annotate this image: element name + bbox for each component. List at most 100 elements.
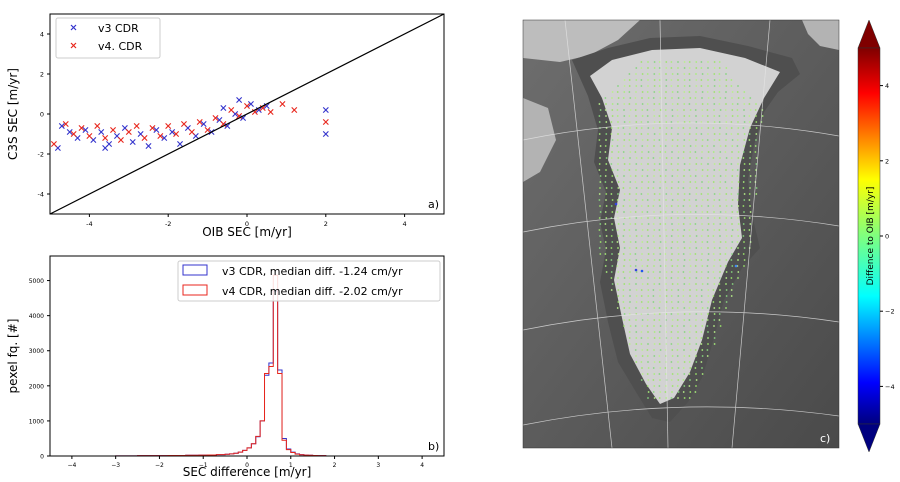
map-point-494 bbox=[629, 181, 632, 183]
histogram-xtick-label-0: −4 bbox=[67, 462, 76, 469]
map-point-693 bbox=[712, 223, 715, 225]
map-point-440 bbox=[628, 169, 631, 171]
map-point-548 bbox=[628, 193, 631, 195]
map-point-367 bbox=[677, 151, 680, 153]
map-point-866 bbox=[683, 265, 685, 267]
map-point-226 bbox=[647, 121, 649, 123]
map-point-560 bbox=[700, 193, 703, 195]
map-point-888 bbox=[670, 271, 673, 273]
map-point-533 bbox=[700, 187, 703, 189]
map-point-956 bbox=[689, 289, 691, 291]
map-point-1061 bbox=[653, 325, 655, 327]
map-point-615 bbox=[712, 205, 715, 207]
map-point-171 bbox=[653, 109, 655, 111]
map-point-73 bbox=[658, 85, 661, 87]
map-point-636 bbox=[683, 211, 685, 213]
scatter-point-1-19 bbox=[212, 115, 219, 121]
map-point-579 bbox=[653, 199, 656, 201]
map-point-931 bbox=[665, 283, 667, 285]
map-point-6 bbox=[677, 61, 679, 63]
scatter-point-1-23 bbox=[244, 103, 250, 109]
map-point-214 bbox=[743, 115, 746, 117]
map-point-3 bbox=[658, 61, 661, 63]
map-point-69 bbox=[635, 85, 638, 87]
map-point-289 bbox=[695, 133, 698, 135]
map-point-587 bbox=[701, 199, 704, 201]
map-point-589 bbox=[713, 199, 716, 201]
map-point-949 bbox=[647, 289, 650, 291]
map-point-836 bbox=[647, 259, 649, 261]
map-point-1093 bbox=[658, 337, 661, 339]
map-point-441 bbox=[635, 169, 637, 171]
map-point-103 bbox=[706, 91, 709, 93]
map-point-1119 bbox=[641, 349, 644, 351]
map-point-1135 bbox=[658, 355, 661, 357]
map-point-1028 bbox=[658, 313, 661, 315]
map-point-1150 bbox=[670, 361, 673, 363]
map-point-796 bbox=[707, 247, 709, 249]
map-point-58 bbox=[688, 79, 691, 81]
scatter-point-1-4 bbox=[94, 123, 101, 129]
map-point-1017 bbox=[701, 307, 704, 309]
map-point-139 bbox=[623, 103, 626, 105]
map-point-575 bbox=[628, 199, 631, 201]
map-point-592 bbox=[731, 199, 734, 201]
map-point-807 bbox=[617, 253, 620, 255]
map-point-554 bbox=[665, 193, 668, 195]
map-point-433 bbox=[748, 163, 751, 165]
map-point-140 bbox=[628, 103, 631, 105]
map-point-1104 bbox=[635, 343, 638, 345]
map-point-534 bbox=[707, 187, 710, 189]
map-point-203 bbox=[676, 115, 679, 117]
map-point-218 bbox=[598, 121, 601, 123]
map-point-1080 bbox=[670, 331, 673, 333]
map-point-293 bbox=[718, 133, 721, 135]
map-point-304 bbox=[623, 139, 626, 141]
map-point-425 bbox=[700, 163, 703, 165]
map-point-291 bbox=[707, 133, 709, 135]
histogram-ytick-label-1: 1000 bbox=[29, 418, 44, 425]
map-point-467 bbox=[629, 175, 632, 177]
map-point-908 bbox=[658, 277, 661, 279]
map-point-938 bbox=[706, 283, 709, 285]
map-point-852 bbox=[743, 259, 746, 261]
map-point-217 bbox=[761, 115, 764, 117]
map-point-1091 bbox=[647, 337, 649, 339]
map-point-452 bbox=[701, 169, 704, 171]
map-point-1083 bbox=[688, 331, 691, 333]
map-point-992 bbox=[665, 301, 668, 303]
map-point-937 bbox=[701, 283, 704, 285]
map-point-1148 bbox=[658, 361, 661, 363]
map-point-1139 bbox=[683, 355, 686, 357]
map-point-204 bbox=[683, 115, 686, 117]
map-point-356 bbox=[611, 151, 613, 153]
map-point-727 bbox=[605, 235, 608, 237]
map-point-574 bbox=[623, 199, 626, 201]
map-point-477 bbox=[689, 175, 692, 177]
map-point-787 bbox=[653, 247, 656, 249]
map-point-1084 bbox=[695, 331, 698, 333]
scatter-point-1-16 bbox=[188, 129, 195, 135]
map-point-394 bbox=[677, 157, 680, 159]
map-point-694 bbox=[719, 223, 722, 225]
map-point-969 bbox=[647, 295, 650, 297]
map-point-537 bbox=[725, 187, 728, 189]
map-point-17 bbox=[653, 67, 656, 69]
map-point-713 bbox=[676, 229, 679, 231]
map-point-84 bbox=[725, 85, 728, 87]
map-point-898 bbox=[730, 271, 733, 273]
map-point-369 bbox=[689, 151, 692, 153]
map-point-65 bbox=[730, 79, 733, 81]
scatter-point-0-32 bbox=[322, 131, 329, 137]
map-point-29 bbox=[725, 67, 728, 69]
map-point-944 bbox=[617, 289, 620, 291]
legend-patch-v3 bbox=[182, 264, 208, 276]
map-point-351 bbox=[743, 145, 745, 147]
map-point-333 bbox=[634, 145, 637, 147]
map-point-471 bbox=[653, 175, 655, 177]
map-point-1132 bbox=[641, 355, 644, 357]
map-point-941 bbox=[725, 283, 727, 285]
map-point-880 bbox=[622, 271, 625, 273]
map-point-85 bbox=[730, 85, 733, 87]
map-point-774 bbox=[731, 241, 734, 243]
